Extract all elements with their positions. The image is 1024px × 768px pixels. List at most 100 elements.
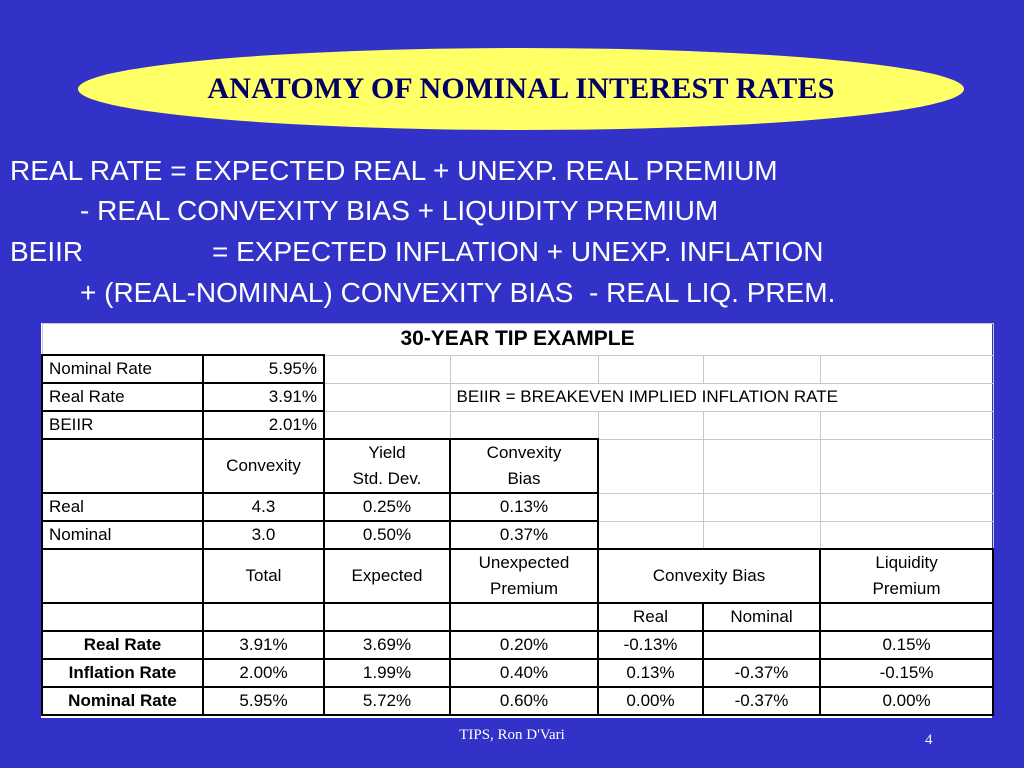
empty-cell xyxy=(41,602,204,632)
cb-nominal-value xyxy=(702,630,821,660)
table-row: Inflation Rate 2.00% 1.99% 0.40% 0.13% -… xyxy=(41,658,995,688)
unexpected-header-line2: Premium xyxy=(489,579,558,598)
empty-cell xyxy=(597,520,704,550)
liquidity-value: -0.15% xyxy=(818,658,995,688)
cb-real-value: -0.13% xyxy=(597,630,704,660)
std-dev-header-line2: Std. Dev. xyxy=(352,469,422,488)
rate-value: 5.95% xyxy=(202,354,325,384)
table-row: Nominal 3.0 0.50% 0.37% xyxy=(41,520,994,550)
unexpected-premium-header: Unexpected Premium xyxy=(449,548,599,604)
formula-line-1: REAL RATE = EXPECTED REAL + UNEXP. REAL … xyxy=(10,155,778,186)
unexpected-value: 0.40% xyxy=(449,658,599,688)
convexity-bias-group-header: Convexity Bias xyxy=(597,548,821,604)
std-dev-header: Yield Std. Dev. xyxy=(323,438,451,494)
empty-cell xyxy=(702,520,821,550)
formula-line-3-label: BEIIR xyxy=(10,236,84,267)
expected-value: 3.69% xyxy=(323,630,451,660)
title-banner: ANATOMY OF NOMINAL INTEREST RATES xyxy=(78,48,964,130)
tip-example-table: 30-YEAR TIP EXAMPLE Nominal Rate 5.95% R… xyxy=(41,323,995,718)
liquidity-header-line2: Premium xyxy=(872,579,941,598)
cb-real-value: 0.13% xyxy=(597,658,704,688)
total-header: Total xyxy=(202,548,325,604)
empty-cell xyxy=(597,354,704,384)
std-dev-value: 0.25% xyxy=(323,492,451,522)
convexity-header: Convexity xyxy=(202,438,325,494)
liquidity-header-line1: Liquidity xyxy=(875,553,938,572)
empty-cell xyxy=(323,382,451,412)
empty-cell xyxy=(449,410,599,440)
decomp-subheader-row: Real Nominal xyxy=(41,602,995,632)
table-row: Real 4.3 0.25% 0.13% xyxy=(41,492,994,522)
slide-title: ANATOMY OF NOMINAL INTEREST RATES xyxy=(207,72,835,105)
convexity-bias-header: Convexity Bias xyxy=(449,438,599,494)
cb-nominal-value: -0.37% xyxy=(702,658,821,688)
convexity-bias-header-line1: Convexity xyxy=(486,443,562,462)
decomp-row-label: Inflation Rate xyxy=(41,658,204,688)
rate-label: BEIIR xyxy=(41,410,204,440)
empty-cell xyxy=(702,410,821,440)
convexity-header-row: Convexity Yield Std. Dev. Convexity Bias xyxy=(41,438,994,494)
table-row: Real Rate 3.91% BEIIR = BREAKEVEN IMPLIE… xyxy=(41,382,994,412)
expected-value: 5.72% xyxy=(323,686,451,716)
expected-header: Expected xyxy=(323,548,451,604)
convexity-row-label: Nominal xyxy=(41,520,204,550)
cb-real-header: Real xyxy=(597,602,704,632)
total-value: 5.95% xyxy=(202,686,325,716)
empty-cell xyxy=(41,438,204,494)
empty-cell xyxy=(323,410,451,440)
empty-cell xyxy=(819,438,994,494)
empty-cell xyxy=(449,354,599,384)
liquidity-value: 0.00% xyxy=(818,686,995,716)
formula-line-3: = EXPECTED INFLATION + UNEXP. INFLATION xyxy=(212,236,824,267)
total-value: 3.91% xyxy=(202,630,325,660)
decomp-row-label: Real Rate xyxy=(41,630,204,660)
empty-cell xyxy=(702,492,821,522)
empty-cell xyxy=(202,602,325,632)
empty-cell xyxy=(449,602,599,632)
rate-label: Nominal Rate xyxy=(41,354,204,384)
empty-cell xyxy=(323,354,451,384)
cb-nominal-value: -0.37% xyxy=(702,686,821,716)
unexpected-header-line1: Unexpected xyxy=(478,553,570,572)
empty-cell xyxy=(597,492,704,522)
unexpected-value: 0.20% xyxy=(449,630,599,660)
liquidity-value: 0.15% xyxy=(818,630,995,660)
convexity-row-label: Real xyxy=(41,492,204,522)
rate-value: 2.01% xyxy=(202,410,325,440)
table-title-row: 30-YEAR TIP EXAMPLE xyxy=(41,323,994,356)
rate-value: 3.91% xyxy=(202,382,325,412)
empty-cell xyxy=(819,354,994,384)
unexpected-value: 0.60% xyxy=(449,686,599,716)
cb-real-value: 0.00% xyxy=(597,686,704,716)
liquidity-premium-header: Liquidity Premium xyxy=(818,548,995,604)
empty-cell xyxy=(702,354,821,384)
table-row: Real Rate 3.91% 3.69% 0.20% -0.13% 0.15% xyxy=(41,630,995,660)
empty-cell xyxy=(819,492,994,522)
std-dev-value: 0.50% xyxy=(323,520,451,550)
bias-value: 0.37% xyxy=(449,520,599,550)
formula-line-2: - REAL CONVEXITY BIAS + LIQUIDITY PREMIU… xyxy=(80,195,719,226)
empty-cell xyxy=(818,602,995,632)
empty-cell xyxy=(41,548,204,604)
empty-cell xyxy=(597,410,704,440)
empty-cell xyxy=(819,520,994,550)
expected-value: 1.99% xyxy=(323,658,451,688)
beiir-note: BEIIR = BREAKEVEN IMPLIED INFLATION RATE xyxy=(449,382,994,412)
cb-nominal-header: Nominal xyxy=(702,602,821,632)
rate-label: Real Rate xyxy=(41,382,204,412)
table-title: 30-YEAR TIP EXAMPLE xyxy=(41,323,994,356)
decomp-row-label: Nominal Rate xyxy=(41,686,204,716)
decomp-header-row: Total Expected Unexpected Premium Convexi… xyxy=(41,548,995,604)
convexity-value: 3.0 xyxy=(202,520,325,550)
convexity-value: 4.3 xyxy=(202,492,325,522)
convexity-bias-header-line2: Bias xyxy=(507,469,541,488)
std-dev-header-line1: Yield xyxy=(368,443,406,462)
table-row: BEIIR 2.01% xyxy=(41,410,994,440)
table-row: Nominal Rate 5.95% xyxy=(41,354,994,384)
slide-footer: TIPS, Ron D'Vari xyxy=(459,727,565,743)
empty-cell xyxy=(323,602,451,632)
total-value: 2.00% xyxy=(202,658,325,688)
empty-cell xyxy=(702,438,821,494)
bias-value: 0.13% xyxy=(449,492,599,522)
empty-cell xyxy=(819,410,994,440)
